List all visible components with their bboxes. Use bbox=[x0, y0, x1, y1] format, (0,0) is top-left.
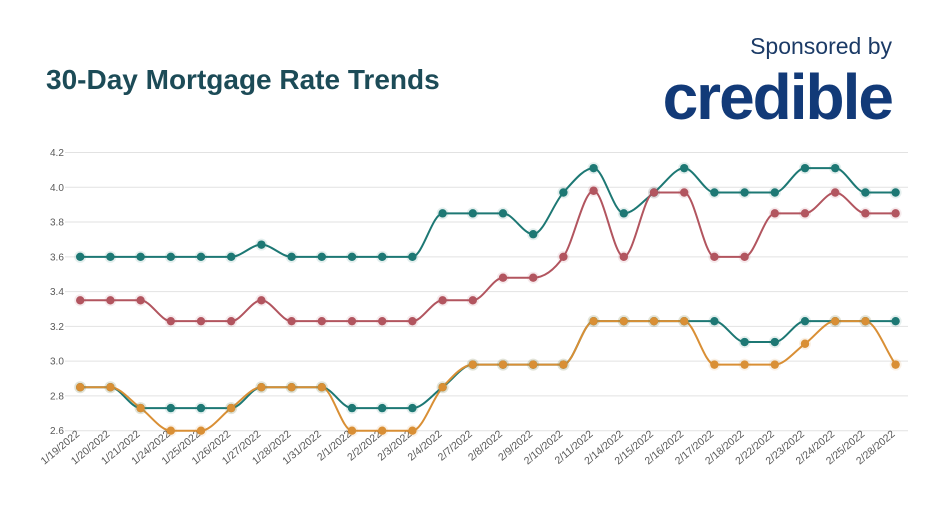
svg-text:2.8: 2.8 bbox=[50, 391, 64, 402]
svg-text:4.2: 4.2 bbox=[50, 148, 64, 159]
svg-text:3.2: 3.2 bbox=[50, 322, 64, 333]
svg-text:4.0: 4.0 bbox=[50, 183, 64, 194]
svg-text:3.4: 3.4 bbox=[50, 287, 64, 298]
svg-text:3.0: 3.0 bbox=[50, 357, 64, 368]
svg-text:3.8: 3.8 bbox=[50, 218, 64, 229]
svg-text:2.6: 2.6 bbox=[50, 426, 64, 437]
svg-text:3.6: 3.6 bbox=[50, 252, 64, 263]
